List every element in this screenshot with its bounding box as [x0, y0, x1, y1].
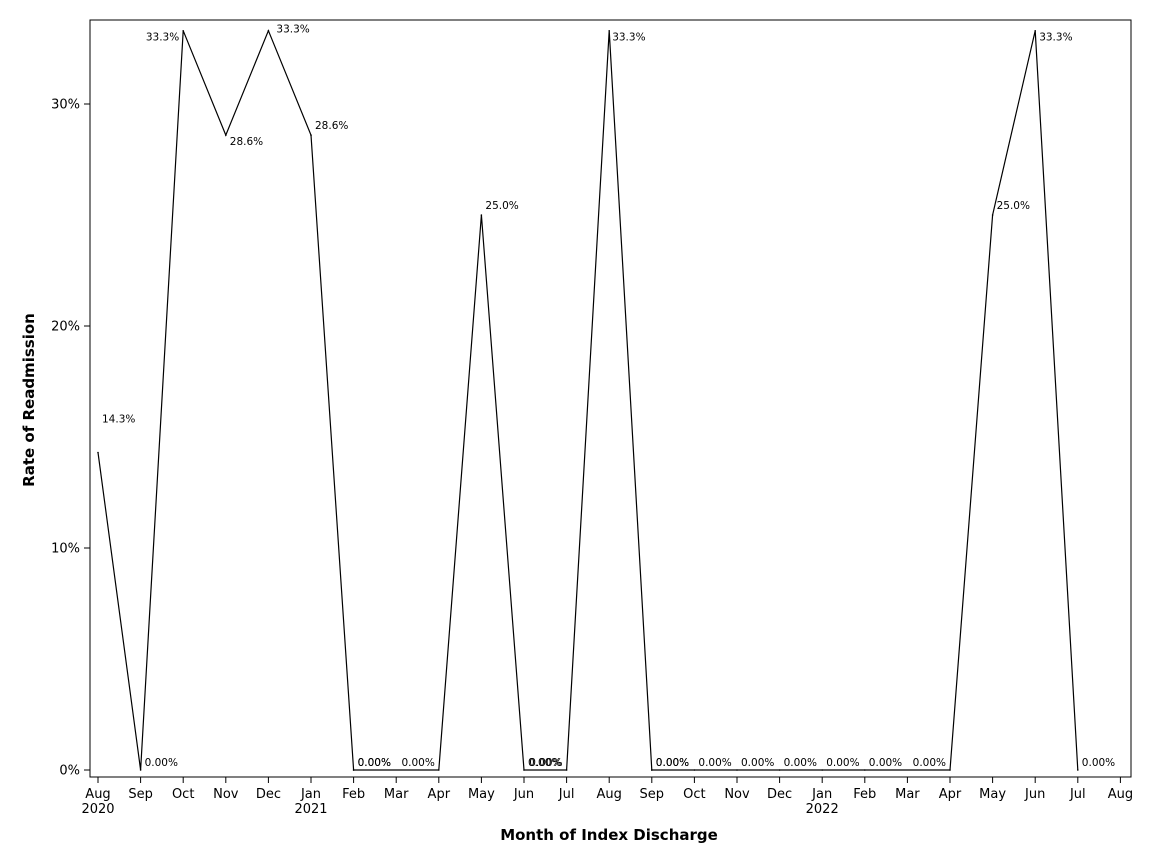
- data-label: 0.00%: [656, 757, 689, 769]
- data-label: 0.00%: [145, 757, 178, 769]
- y-axis: 0% 10% 20% 30%: [51, 98, 90, 779]
- x-tick-label: Apr: [428, 787, 451, 802]
- x-tick-label: Dec: [767, 787, 792, 802]
- x-tick-label: May: [979, 787, 1006, 802]
- data-label: 0.00%: [826, 757, 859, 769]
- y-tick-label: 20%: [51, 320, 80, 335]
- x-tick-label: Jun: [1024, 787, 1045, 802]
- data-label: 28.6%: [315, 120, 348, 132]
- data-label: 0.00%: [869, 757, 902, 769]
- data-label: 0.00%: [656, 757, 689, 769]
- x-axis-title: Month of Index Discharge: [500, 826, 718, 844]
- data-label-layer: 14.3% 0.00% 33.3% 28.6% 33.3% 28.6% 0.00% 0.00%…: [102, 24, 1115, 769]
- data-point: [225, 134, 227, 136]
- data-point: [991, 214, 994, 216]
- x-tick-year-label: 2022: [806, 802, 839, 817]
- data-point: [523, 769, 525, 771]
- data-label: 33.3%: [276, 24, 309, 36]
- x-tick-label: Feb: [853, 787, 876, 802]
- data-label: 33.3%: [1039, 32, 1072, 44]
- data-point: [310, 134, 312, 136]
- data-point: [438, 769, 440, 771]
- x-tick-label: Mar: [384, 787, 409, 802]
- data-label: 0.00%: [784, 757, 817, 769]
- x-tick-label: Nov: [213, 787, 239, 802]
- x-tick-label: Mar: [895, 787, 920, 802]
- x-tick-label: Dec: [256, 787, 281, 802]
- x-tick-label: Aug: [85, 787, 110, 802]
- x-tick-label: Oct: [683, 787, 705, 802]
- data-label: 0.00%: [358, 757, 391, 769]
- data-label: 0.00%: [401, 757, 434, 769]
- data-point: [864, 769, 866, 771]
- data-label: 33.3%: [146, 32, 179, 44]
- data-point: [1034, 29, 1036, 32]
- data-label: 28.6%: [230, 136, 263, 148]
- x-tick-label: Feb: [342, 787, 365, 802]
- data-point: [182, 29, 184, 32]
- plot-frame: [89, 19, 1132, 778]
- x-tick-label: Sep: [640, 787, 665, 802]
- x-tick-label: Aug: [1108, 787, 1133, 802]
- data-label: 25.0%: [997, 200, 1030, 212]
- data-point: [608, 29, 610, 32]
- x-tick-label: May: [468, 787, 495, 802]
- data-point: [267, 29, 270, 32]
- y-tick-label: 10%: [51, 542, 80, 557]
- y-tick-label: 30%: [51, 98, 80, 113]
- data-point: [480, 214, 483, 216]
- x-tick-label: Jun: [513, 787, 534, 802]
- data-label: 14.3%: [102, 414, 135, 426]
- data-label: 0.00%: [529, 757, 562, 769]
- data-point: [736, 769, 738, 771]
- data-point: [651, 769, 653, 771]
- x-tick-year-label: 2020: [81, 802, 114, 817]
- x-tick-year-label: 2021: [294, 802, 327, 817]
- x-tick-label: Apr: [939, 787, 962, 802]
- data-label: 0.00%: [698, 757, 731, 769]
- x-tick-label: Jul: [558, 787, 575, 802]
- data-point: [139, 769, 142, 771]
- x-tick-label: Oct: [172, 787, 194, 802]
- y-axis-title: Rate of Readmission: [20, 313, 38, 487]
- data-point: [778, 769, 781, 771]
- data-label: 0.00%: [913, 757, 946, 769]
- series-line: [97, 29, 1079, 771]
- data-point: [352, 769, 355, 771]
- data-point: [693, 769, 696, 771]
- y-tick-label: 0%: [59, 764, 80, 779]
- data-label: 0.00%: [741, 757, 774, 769]
- data-point: [1077, 769, 1079, 771]
- data-point: [565, 769, 568, 771]
- x-tick-label: Nov: [724, 787, 750, 802]
- data-label: 33.3%: [612, 32, 645, 44]
- data-point: [821, 769, 823, 771]
- data-label: 0.00%: [358, 757, 391, 769]
- series-layer: [97, 29, 1079, 771]
- x-tick-label: Sep: [128, 787, 153, 802]
- data-label: 0.00%: [528, 757, 561, 769]
- data-label: 0.00%: [1082, 757, 1115, 769]
- data-label: 25.0%: [485, 200, 518, 212]
- data-point: [97, 451, 99, 454]
- x-tick-label: Jan: [300, 787, 321, 802]
- x-tick-label: Jul: [1069, 787, 1086, 802]
- x-tick-label: Jan: [811, 787, 832, 802]
- x-tick-label: Aug: [597, 787, 622, 802]
- data-point: [949, 769, 951, 771]
